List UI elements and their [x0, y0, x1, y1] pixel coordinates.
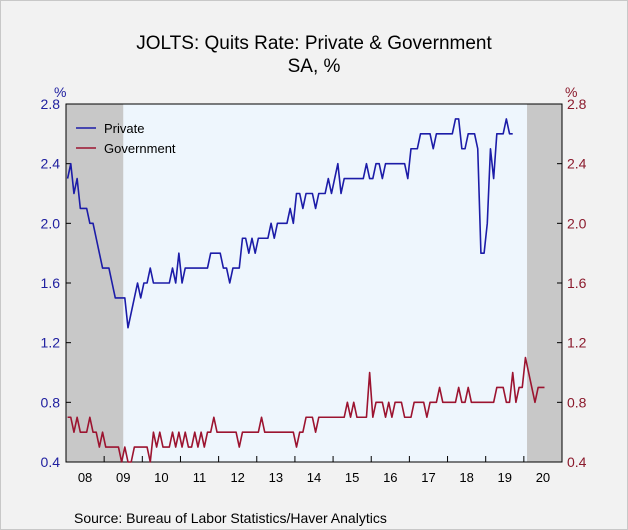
- y-right-tick-label: 1.2: [567, 335, 587, 351]
- y-left-tick-label: 0.8: [41, 394, 61, 410]
- x-tick-label: 15: [345, 470, 359, 485]
- y-right-tick-label: 2.0: [567, 215, 587, 231]
- y-right-tick-label: 2.8: [567, 96, 587, 112]
- legend-label-government: Government: [104, 141, 176, 156]
- x-tick-label: 09: [116, 470, 130, 485]
- recession-band-0: [66, 104, 124, 462]
- series-line-private: [66, 118, 513, 329]
- x-tick-label: 14: [307, 470, 321, 485]
- x-tick-label: 08: [78, 470, 92, 485]
- x-tick-label: 20: [536, 470, 550, 485]
- y-left-unit: %: [54, 84, 66, 100]
- y-right-tick-label: 2.4: [567, 156, 587, 172]
- plot-area: [66, 104, 562, 462]
- y-right-unit: %: [565, 84, 577, 100]
- y-right-tick-label: 0.8: [567, 394, 587, 410]
- x-tick-label: 12: [230, 470, 244, 485]
- x-tick-label: 18: [459, 470, 473, 485]
- x-tick-label: 19: [498, 470, 512, 485]
- x-tick-label: 13: [269, 470, 283, 485]
- chart-subtitle: SA, %: [287, 56, 341, 77]
- chart-source: Source: Bureau of Labor Statistics/Haver…: [74, 510, 387, 526]
- x-tick-label: 17: [421, 470, 435, 485]
- recession-band-1: [527, 104, 562, 462]
- y-left-tick-label: 1.6: [41, 275, 61, 291]
- x-tick-label: 11: [193, 470, 207, 485]
- x-tick-label: 10: [154, 470, 168, 485]
- y-right-tick-label: 0.4: [567, 454, 587, 470]
- y-left-tick-label: 2.4: [41, 156, 61, 172]
- series-line-government: [67, 356, 545, 463]
- y-left-tick-label: 0.4: [41, 454, 61, 470]
- y-left-tick-label: 2.0: [41, 215, 61, 231]
- chart-title: JOLTS: Quits Rate: Private & Government: [136, 33, 492, 54]
- y-left-tick-label: 1.2: [41, 335, 61, 351]
- x-tick-label: 16: [383, 470, 397, 485]
- y-left-tick-label: 2.8: [41, 96, 61, 112]
- y-right-tick-label: 1.6: [567, 275, 587, 291]
- legend-label-private: Private: [104, 121, 144, 136]
